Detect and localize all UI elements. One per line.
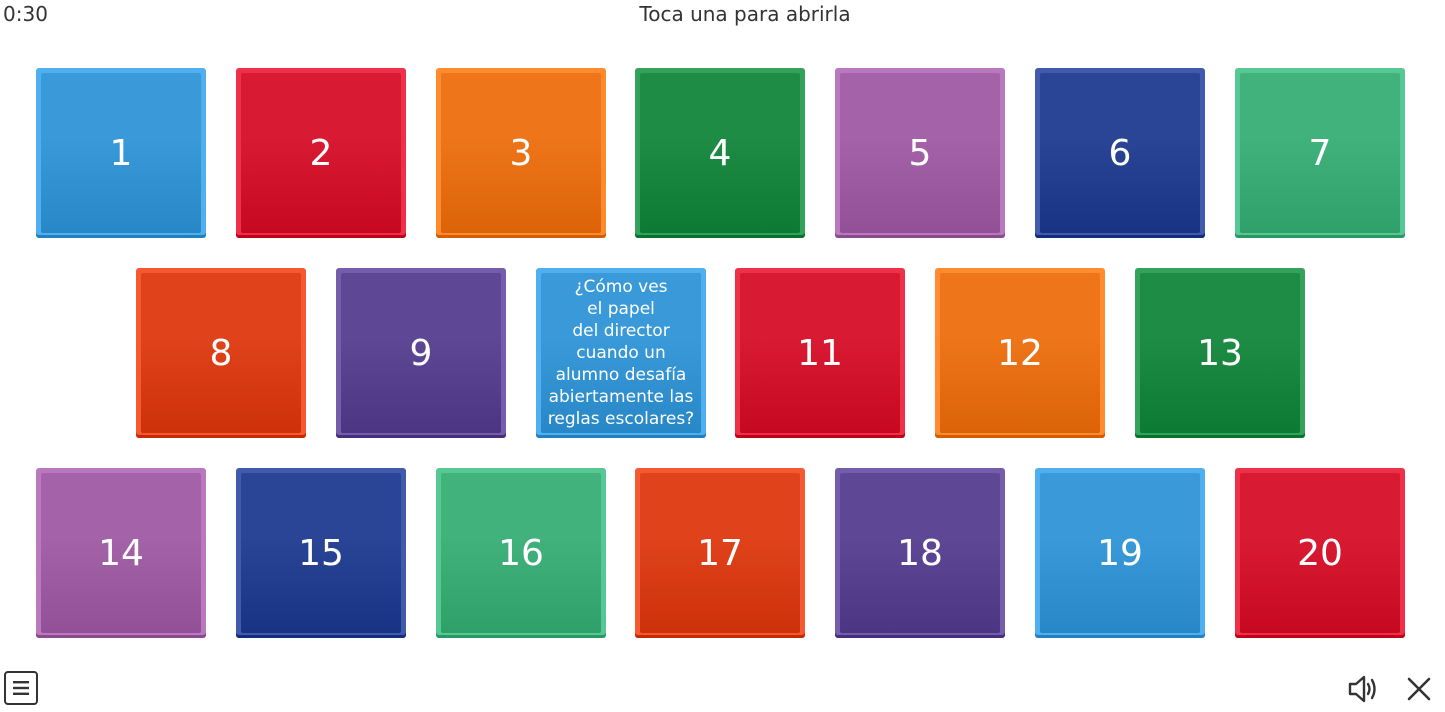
tile-9[interactable]: 9: [336, 268, 506, 438]
tile-number: 11: [797, 332, 843, 374]
tile-face: [1240, 73, 1400, 233]
tile-number: 7: [1308, 132, 1332, 174]
menu-icon: [13, 681, 29, 695]
tile-number: 6: [1108, 132, 1132, 174]
speaker-icon: [1348, 675, 1376, 703]
tile-number: 8: [209, 332, 233, 374]
tile-face: [740, 273, 900, 433]
timer: 0:30: [3, 2, 48, 26]
close-icon: [1407, 677, 1431, 701]
tile-3[interactable]: 3: [436, 68, 606, 238]
tile-number: 19: [1097, 532, 1143, 574]
tile-8[interactable]: 8: [136, 268, 306, 438]
tile-18[interactable]: 18: [835, 468, 1005, 638]
tile-5[interactable]: 5: [835, 68, 1005, 238]
tile-number: 4: [708, 132, 732, 174]
question-text: ¿Cómo ves el papel del director cuando u…: [547, 277, 695, 429]
tile-face: [940, 273, 1100, 433]
tile-face: [1040, 73, 1200, 233]
tile-7[interactable]: 7: [1235, 68, 1405, 238]
tile-open-question[interactable]: ¿Cómo ves el papel del director cuando u…: [536, 268, 706, 438]
tile-number: 5: [908, 132, 932, 174]
tile-face: [1140, 273, 1300, 433]
sound-button[interactable]: [1346, 672, 1382, 706]
tile-face: [1240, 473, 1400, 633]
tile-face: [441, 73, 601, 233]
close-button[interactable]: [1402, 672, 1436, 706]
tile-number: 3: [509, 132, 533, 174]
tile-face: [640, 73, 800, 233]
tile-number: 2: [309, 132, 333, 174]
menu-button[interactable]: [4, 671, 38, 705]
tile-number: 17: [697, 532, 743, 574]
tile-number: 18: [897, 532, 943, 574]
tile-face: [241, 473, 401, 633]
tile-face: [640, 473, 800, 633]
tile-6[interactable]: 6: [1035, 68, 1205, 238]
tile-14[interactable]: 14: [36, 468, 206, 638]
tile-face: [840, 73, 1000, 233]
tile-face: [541, 273, 701, 433]
tile-number: 15: [298, 532, 344, 574]
tile-15[interactable]: 15: [236, 468, 406, 638]
tile-17[interactable]: 17: [635, 468, 805, 638]
tile-face: [141, 273, 301, 433]
tile-face: [41, 473, 201, 633]
tile-1[interactable]: 1: [36, 68, 206, 238]
tile-number: 1: [109, 132, 133, 174]
tile-face: [241, 73, 401, 233]
tile-face: [441, 473, 601, 633]
tile-11[interactable]: 11: [735, 268, 905, 438]
tile-number: 14: [98, 532, 144, 574]
tile-12[interactable]: 12: [935, 268, 1105, 438]
tile-19[interactable]: 19: [1035, 468, 1205, 638]
tile-16[interactable]: 16: [436, 468, 606, 638]
tile-number: 9: [409, 332, 433, 374]
tile-20[interactable]: 20: [1235, 468, 1405, 638]
tile-number: 20: [1297, 532, 1343, 574]
tile-number: 12: [997, 332, 1043, 374]
tile-13[interactable]: 13: [1135, 268, 1305, 438]
tile-2[interactable]: 2: [236, 68, 406, 238]
tile-face: [1040, 473, 1200, 633]
tile-face: [840, 473, 1000, 633]
tile-face: [341, 273, 501, 433]
tile-face: [41, 73, 201, 233]
tile-4[interactable]: 4: [635, 68, 805, 238]
tile-number: 13: [1197, 332, 1243, 374]
tile-number: 16: [498, 532, 544, 574]
instruction-text: Toca una para abrirla: [639, 2, 851, 26]
